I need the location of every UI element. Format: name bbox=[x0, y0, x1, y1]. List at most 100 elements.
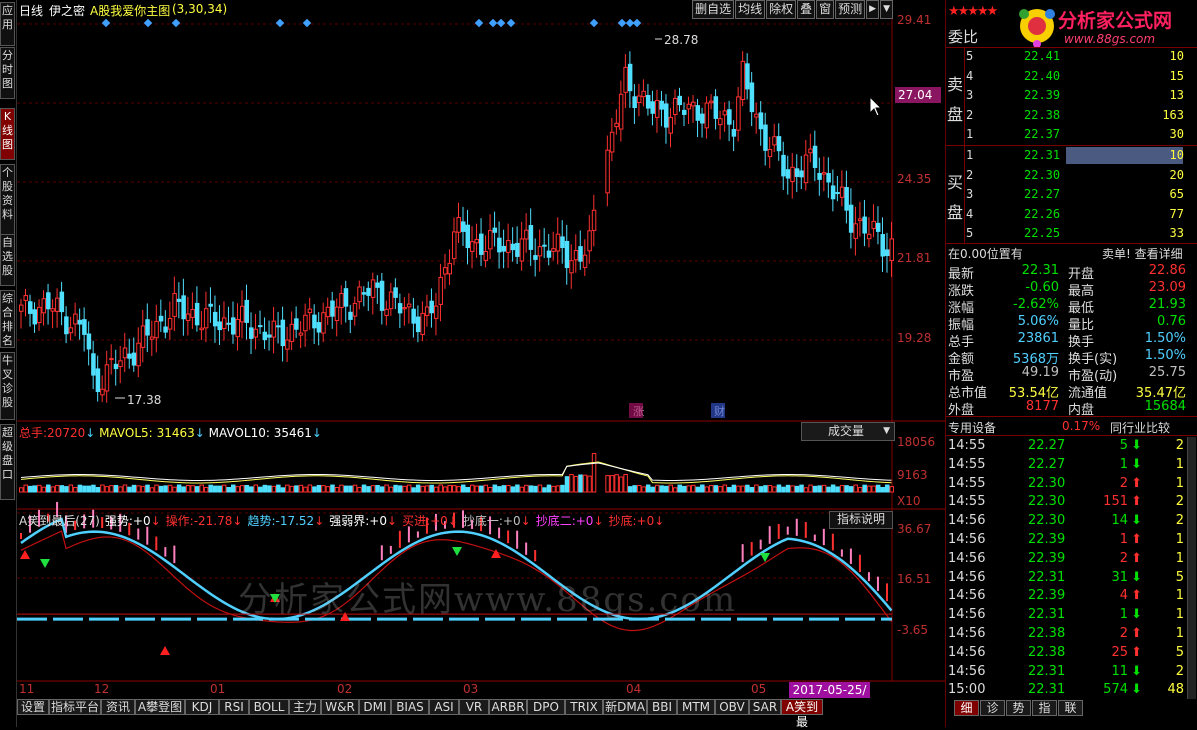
sell-level-row[interactable]: 4 22.40 15 bbox=[946, 69, 1186, 85]
detail-tab[interactable]: 细 bbox=[954, 700, 979, 716]
indicator-tab[interactable]: RSI bbox=[219, 699, 249, 715]
buy-level-row[interactable]: 1 22.31 10 bbox=[946, 147, 1186, 164]
chevron-down-icon[interactable]: ▼ bbox=[880, 0, 893, 19]
scroll-right-icon[interactable]: ▶ bbox=[866, 0, 880, 19]
detail-tab[interactable]: 诊 bbox=[980, 700, 1005, 716]
detail-tab[interactable]: 势 bbox=[1006, 700, 1031, 716]
volume-bar bbox=[100, 484, 105, 493]
indicator-tab[interactable]: 设置 bbox=[17, 699, 49, 715]
buy-level-row[interactable]: 4 22.26 77 bbox=[946, 207, 1186, 223]
indicator-tab[interactable]: TRIX bbox=[565, 699, 603, 715]
candle-body bbox=[50, 308, 56, 312]
down-arrow-icon: ↓ bbox=[150, 514, 161, 528]
signal-diamond bbox=[506, 19, 516, 28]
volume-bar bbox=[551, 485, 556, 493]
left-nav-tab[interactable]: 分时图 bbox=[0, 47, 15, 99]
volume-bar bbox=[190, 485, 195, 493]
sector-compare[interactable]: 同行业比较 bbox=[1110, 421, 1171, 435]
toolbar-button[interactable]: 预测 bbox=[835, 0, 866, 19]
left-nav-tab[interactable]: K线图 bbox=[0, 108, 15, 160]
candle-body bbox=[276, 325, 281, 328]
toolbar-button[interactable]: 删自选 bbox=[692, 0, 735, 19]
toolbar-button[interactable]: 窗 bbox=[816, 0, 835, 19]
indicator-tab[interactable]: VR bbox=[459, 699, 489, 715]
indicator-tab[interactable]: DPO bbox=[527, 699, 565, 715]
detail-tab[interactable]: 指 bbox=[1032, 700, 1057, 716]
quote-value: -0.60 bbox=[1025, 280, 1059, 295]
up-arrow-icon: ⬆ bbox=[1131, 644, 1142, 660]
buy-level-row[interactable]: 3 22.27 65 bbox=[946, 187, 1186, 203]
volume-dropdown[interactable]: 成交量 ▼ bbox=[801, 422, 895, 441]
sell-level-row[interactable]: 3 22.39 13 bbox=[946, 88, 1186, 104]
candle-body bbox=[64, 316, 69, 335]
left-nav-tab[interactable]: 自选股 bbox=[0, 234, 15, 286]
tick-price: 22.27 bbox=[1028, 456, 1066, 472]
indicator-tab[interactable]: DMI bbox=[359, 699, 391, 715]
candle-body bbox=[447, 262, 452, 275]
indicator-help-button[interactable]: 指标说明 bbox=[829, 511, 893, 529]
indicator-tab[interactable]: ARBR bbox=[489, 699, 527, 715]
main-indicator-name[interactable]: A股我爱你主图 bbox=[90, 4, 171, 18]
level-number: 3 bbox=[966, 88, 974, 102]
candle-body bbox=[799, 170, 804, 178]
candle-body bbox=[700, 113, 705, 124]
indicator-tab[interactable]: 指标平台 bbox=[49, 699, 101, 715]
volume-bar bbox=[41, 486, 47, 493]
candle-body bbox=[632, 96, 637, 109]
indicator-tab[interactable]: ASI bbox=[429, 699, 459, 715]
volume-bar bbox=[442, 486, 448, 493]
left-nav-tab[interactable]: 个股资料 bbox=[0, 164, 15, 250]
toolbar-button[interactable]: 均线 bbox=[735, 0, 766, 19]
up-arrow-icon: ⬆ bbox=[1131, 475, 1142, 491]
quote-row: 金额 5368万 换手(实) 1.50% bbox=[948, 348, 1186, 367]
signal-diamond bbox=[496, 19, 506, 28]
indicator-tab[interactable]: SAR bbox=[749, 699, 781, 715]
indicator-tab[interactable]: 新DMA bbox=[603, 699, 647, 715]
indicator-tab[interactable]: 资讯 bbox=[101, 699, 135, 715]
indicator-tab[interactable]: 主力 bbox=[289, 699, 321, 715]
signal-diamond bbox=[589, 19, 599, 28]
left-nav-tab[interactable]: 综合排名 bbox=[0, 290, 15, 348]
buy-level-row[interactable]: 2 22.30 20 bbox=[946, 168, 1186, 184]
candle-body bbox=[199, 327, 204, 331]
toolbar-button[interactable]: 叠 bbox=[797, 0, 816, 19]
indicator-tab[interactable]: BBI bbox=[647, 699, 677, 715]
left-nav-tab[interactable]: 超级盘口 bbox=[0, 424, 15, 500]
divider bbox=[946, 145, 1197, 146]
tick-volume: 2 bbox=[1119, 475, 1128, 491]
volume-bar bbox=[519, 486, 525, 493]
indicator-tab[interactable]: A笑到最 bbox=[781, 699, 823, 729]
sell-level-row[interactable]: 1 22.37 30 bbox=[946, 127, 1186, 143]
volume-bar bbox=[402, 485, 407, 493]
indicator-tab[interactable]: BIAS bbox=[391, 699, 429, 715]
indicator-tab[interactable]: MTM bbox=[677, 699, 715, 715]
candle-body bbox=[217, 321, 222, 331]
down-arrow-icon: ⬇ bbox=[1131, 456, 1142, 472]
level-price: 22.26 bbox=[1024, 206, 1061, 221]
indicator-tab[interactable]: W&R bbox=[321, 699, 359, 715]
buy-level-row[interactable]: 5 22.25 33 bbox=[946, 226, 1186, 242]
indicator-tab[interactable]: KDJ bbox=[185, 699, 219, 715]
sell-level-row[interactable]: 5 22.41 10 bbox=[946, 49, 1186, 65]
detail-tab[interactable]: 联 bbox=[1058, 700, 1083, 716]
volume-bar bbox=[839, 484, 845, 493]
tick-scrollbar[interactable] bbox=[1187, 437, 1196, 699]
toolbar-button[interactable]: 除权 bbox=[766, 0, 797, 19]
candle-body bbox=[682, 109, 687, 115]
order-detail-link[interactable]: 卖单! 查看详细 bbox=[1102, 247, 1183, 261]
indicator-tab[interactable]: A攀登图 bbox=[135, 699, 185, 715]
candle-body bbox=[853, 223, 858, 239]
volume-bar bbox=[163, 485, 168, 493]
volume-bar bbox=[50, 486, 56, 493]
left-nav-tab[interactable]: 牛叉诊股 bbox=[0, 352, 15, 420]
indicator-tab[interactable]: OBV bbox=[715, 699, 749, 715]
indicator-tab[interactable]: BOLL bbox=[249, 699, 289, 715]
tick-count: 1 bbox=[1175, 532, 1184, 547]
sector-name[interactable]: 专用设备 bbox=[948, 421, 997, 435]
volume-bar bbox=[758, 486, 764, 493]
sell-level-row[interactable]: 2 22.38 163 bbox=[946, 108, 1186, 124]
left-nav-tab[interactable]: 应用 bbox=[0, 2, 15, 46]
period-label[interactable]: 日线 bbox=[19, 4, 44, 18]
volume-bar bbox=[821, 484, 827, 493]
